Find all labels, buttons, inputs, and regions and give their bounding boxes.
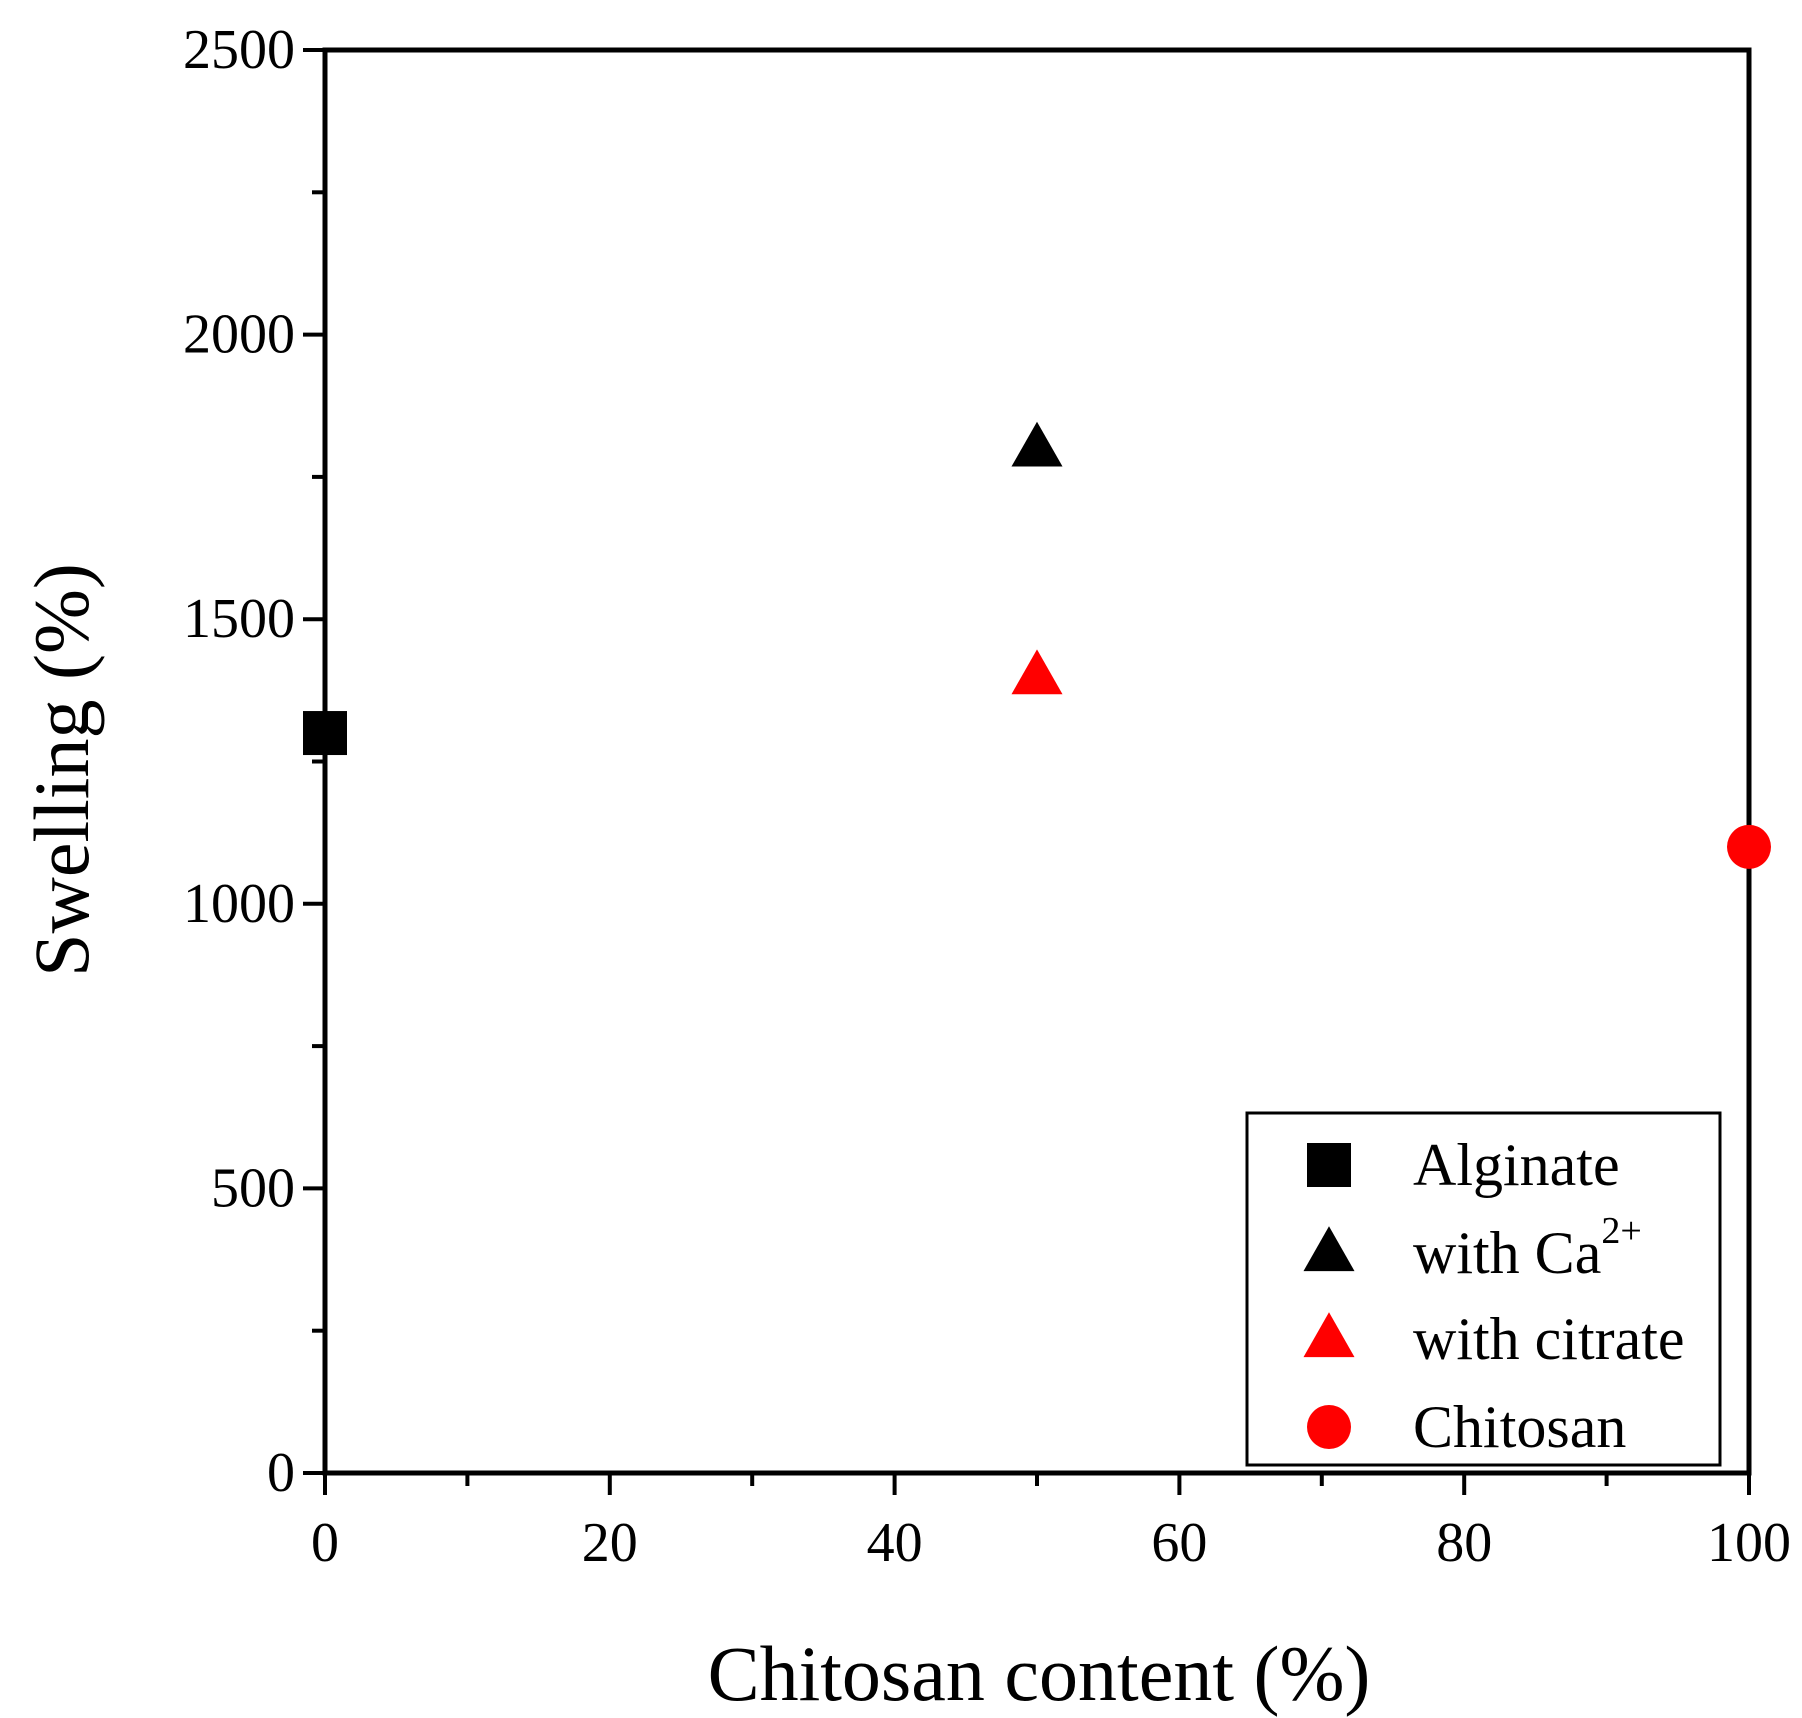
legend-label: Chitosan <box>1413 1394 1626 1460</box>
triangle-data-point <box>1011 649 1063 695</box>
y-tick-label: 2500 <box>183 19 295 81</box>
x-tick-label: 60 <box>1151 1512 1207 1574</box>
x-tick-label: 20 <box>582 1512 638 1574</box>
y-tick-label: 500 <box>211 1157 295 1219</box>
y-tick-label: 0 <box>267 1442 295 1504</box>
legend-triangle-swatch <box>1303 1226 1355 1272</box>
legend-triangle-swatch <box>1303 1312 1355 1358</box>
x-tick-label: 0 <box>311 1512 339 1574</box>
x-axis-title: Chitosan content (%) <box>708 1630 1371 1717</box>
y-tick-label: 2000 <box>183 304 295 366</box>
square-data-point <box>303 711 347 756</box>
plot-area-frame <box>322 47 1752 1476</box>
triangle-data-point <box>1011 421 1063 467</box>
legend-label: Alginate <box>1413 1132 1620 1198</box>
y-axis-title: Swelling (%) <box>18 563 105 977</box>
legend-circle-swatch <box>1307 1405 1351 1449</box>
data-points <box>303 421 1771 869</box>
legend-label: with citrate <box>1413 1306 1685 1372</box>
x-tick-label: 100 <box>1707 1512 1791 1574</box>
y-tick-label: 1000 <box>183 873 295 935</box>
y-tick-label: 1500 <box>183 588 295 650</box>
legend-square-swatch <box>1307 1143 1351 1187</box>
x-tick-label: 80 <box>1436 1512 1492 1574</box>
x-tick-label: 40 <box>867 1512 923 1574</box>
legend-label-superscript: 2+ <box>1601 1210 1641 1252</box>
circle-data-point <box>1727 824 1771 869</box>
